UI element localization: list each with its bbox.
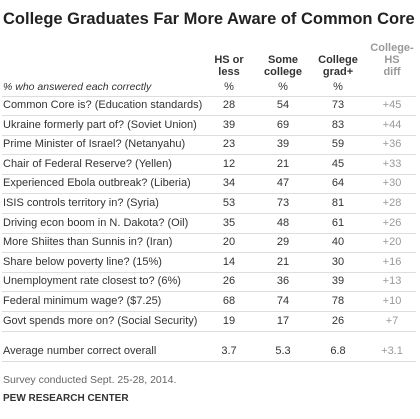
row-separator — [2, 193, 416, 195]
cell: +26 — [382, 216, 402, 229]
column-header: less — [218, 66, 240, 78]
title: College Graduates Far More Aware of Comm… — [3, 10, 415, 28]
average-cell: 6.8 — [330, 345, 346, 357]
cell: 26 — [331, 314, 345, 327]
cell: 26 — [222, 275, 236, 288]
average-cell: 3.7 — [221, 345, 237, 357]
row-separator — [2, 252, 416, 254]
cell: +10 — [382, 295, 402, 307]
row-separator — [2, 173, 416, 175]
cell: 45 — [331, 157, 345, 170]
source: PEW RESEARCH CENTER — [3, 393, 129, 404]
cell: 39 — [222, 118, 236, 131]
row-label: Federal minimum wage? ($7.25) — [3, 295, 162, 307]
cell: +16 — [382, 255, 402, 268]
row-separator — [2, 154, 416, 156]
cell: 39 — [331, 275, 345, 288]
cell: 30 — [331, 255, 345, 268]
row-label: Chair of Federal Reserve? (Yellen) — [3, 157, 172, 170]
cell: 23 — [222, 138, 236, 151]
cell: 74 — [276, 295, 290, 307]
row-label: Unemployment rate closest to? (6%) — [3, 275, 181, 288]
cell: 64 — [331, 177, 345, 190]
cell: 34 — [222, 177, 236, 190]
cell: 14 — [222, 255, 236, 268]
cell: +13 — [382, 275, 402, 288]
row-separator — [2, 96, 416, 97]
column-header: diff — [383, 66, 401, 78]
column-header: college — [264, 66, 302, 78]
cell: 35 — [222, 216, 236, 229]
row-separator — [2, 361, 416, 362]
column-header: Some — [268, 54, 298, 66]
column-header: HS — [384, 54, 400, 66]
row-separator — [2, 232, 416, 234]
column-header: grad+ — [322, 66, 354, 78]
row-label: Experienced Ebola outbreak? (Liberia) — [3, 177, 191, 190]
cell: 20 — [222, 236, 236, 249]
cell: 48 — [276, 216, 290, 229]
row-separator — [2, 291, 416, 293]
cell: +30 — [382, 177, 402, 190]
subheader-unit: % — [278, 81, 288, 93]
cell: 83 — [331, 118, 345, 131]
cell: 21 — [276, 255, 290, 268]
cell: 59 — [331, 138, 345, 151]
cell: 12 — [222, 157, 236, 170]
average-cell: 5.3 — [275, 345, 291, 357]
cell: +44 — [382, 118, 402, 131]
cell: +20 — [382, 236, 402, 249]
cell: 47 — [276, 177, 290, 190]
row-separator — [2, 311, 416, 312]
row-label: Ukraine formerly part of? (Soviet Union) — [3, 118, 197, 131]
row-label: Common Core is? (Education standards) — [3, 99, 203, 111]
cell: 36 — [276, 275, 290, 288]
cell: 54 — [276, 99, 290, 111]
cell: +7 — [385, 314, 399, 327]
row-label: Driving econ boom in N. Dakota? (Oil) — [3, 216, 189, 229]
cell: 40 — [331, 236, 345, 249]
row-separator — [2, 134, 416, 136]
row-label: Share below poverty line? (15%) — [3, 255, 162, 268]
column-header: HS or — [214, 54, 244, 66]
subheader-unit: % — [224, 81, 234, 93]
cell: 39 — [276, 138, 290, 151]
cell: 29 — [276, 236, 290, 249]
row-label: ISIS controls territory in? (Syria) — [3, 197, 159, 209]
row-label: Govt spends more on? (Social Security) — [3, 314, 198, 327]
average-cell: +3.1 — [381, 345, 403, 357]
row-separator — [2, 115, 416, 116]
row-separator — [2, 213, 416, 214]
cell: +28 — [382, 197, 402, 209]
subheader-label: % who answered each correctly — [3, 81, 152, 93]
cell: 17 — [276, 314, 290, 327]
cell: 61 — [331, 216, 345, 229]
row-separator — [2, 330, 416, 332]
cell: 28 — [222, 99, 236, 111]
cell: 21 — [276, 157, 290, 170]
cell: +36 — [382, 138, 402, 151]
row-label: Prime Minister of Israel? (Netanyahu) — [3, 138, 186, 151]
cell: 81 — [331, 197, 345, 209]
subheader-unit: % — [333, 81, 343, 93]
row-label: More Shiites than Sunnis in? (Iran) — [3, 236, 173, 249]
cell: +45 — [382, 99, 402, 111]
cell: 78 — [331, 295, 345, 307]
cell: 53 — [222, 197, 236, 209]
column-header: College — [318, 54, 358, 66]
cell: 68 — [222, 295, 236, 307]
column-header: College- — [370, 42, 414, 54]
cell: 19 — [222, 314, 236, 327]
cell: +33 — [382, 157, 402, 170]
cell: 73 — [276, 197, 290, 209]
cell: 73 — [331, 99, 345, 111]
row-separator — [2, 271, 416, 273]
note: Survey conducted Sept. 25-28, 2014. — [3, 374, 177, 386]
cell: 69 — [276, 118, 290, 131]
average-label: Average number correct overall — [3, 345, 157, 357]
